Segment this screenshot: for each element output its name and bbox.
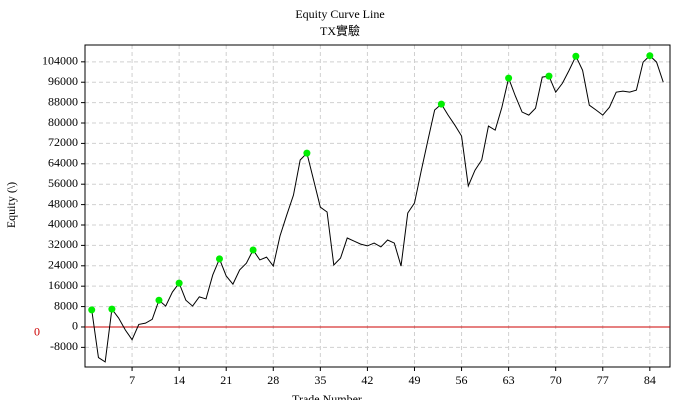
x-tick-label: 28 bbox=[267, 373, 279, 387]
new-high-marker bbox=[303, 149, 311, 157]
y-tick-label: -8000 bbox=[50, 339, 78, 353]
new-high-marker bbox=[155, 296, 163, 304]
y-tick-label: 48000 bbox=[48, 196, 78, 210]
x-axis-label: Trade Number bbox=[292, 392, 362, 400]
x-tick-label: 56 bbox=[456, 373, 468, 387]
new-high-marker bbox=[175, 279, 183, 287]
chart-title: Equity Curve Line bbox=[295, 7, 384, 21]
equity-line bbox=[91, 55, 664, 363]
plot-frame bbox=[84, 44, 671, 368]
y-tick-label: 80000 bbox=[48, 115, 78, 129]
new-high-marker bbox=[646, 52, 654, 60]
y-tick-label: 88000 bbox=[48, 94, 78, 108]
x-tick-label: 49 bbox=[408, 373, 420, 387]
x-tick-label: 35 bbox=[314, 373, 326, 387]
y-tick-label: 72000 bbox=[48, 135, 78, 149]
x-tick-label: 14 bbox=[173, 373, 185, 387]
new-high-marker bbox=[215, 255, 223, 263]
new-high-marker bbox=[505, 74, 513, 82]
new-high-marker bbox=[108, 305, 116, 313]
x-tick-label: 7 bbox=[129, 373, 135, 387]
zero-line-label: 0 bbox=[34, 325, 40, 339]
y-tick-label: 40000 bbox=[48, 217, 78, 231]
x-tick-label: 63 bbox=[503, 373, 515, 387]
x-tick-label: 77 bbox=[597, 373, 609, 387]
y-tick-label: 104000 bbox=[42, 54, 78, 68]
new-high-marker bbox=[249, 246, 257, 254]
y-tick-label: 0 bbox=[72, 319, 78, 333]
y-axis-label: Equity (\) bbox=[4, 182, 18, 228]
y-tick-label: 24000 bbox=[48, 258, 78, 272]
y-tick-label: 32000 bbox=[48, 237, 78, 251]
y-tick-label: 96000 bbox=[48, 74, 78, 88]
new-high-marker bbox=[572, 52, 580, 60]
new-high-marker bbox=[545, 72, 553, 80]
y-tick-label: 64000 bbox=[48, 156, 78, 170]
new-high-marker bbox=[437, 100, 445, 108]
x-tick-label: 42 bbox=[361, 373, 373, 387]
y-tick-label: 8000 bbox=[54, 298, 78, 312]
x-tick-label: 84 bbox=[644, 373, 656, 387]
new-high-marker bbox=[88, 306, 96, 314]
x-tick-label: 70 bbox=[550, 373, 562, 387]
y-tick-label: 56000 bbox=[48, 176, 78, 190]
x-tick-label: 21 bbox=[220, 373, 232, 387]
y-tick-label: 16000 bbox=[48, 278, 78, 292]
chart-subtitle: TX實驗 bbox=[320, 23, 360, 38]
